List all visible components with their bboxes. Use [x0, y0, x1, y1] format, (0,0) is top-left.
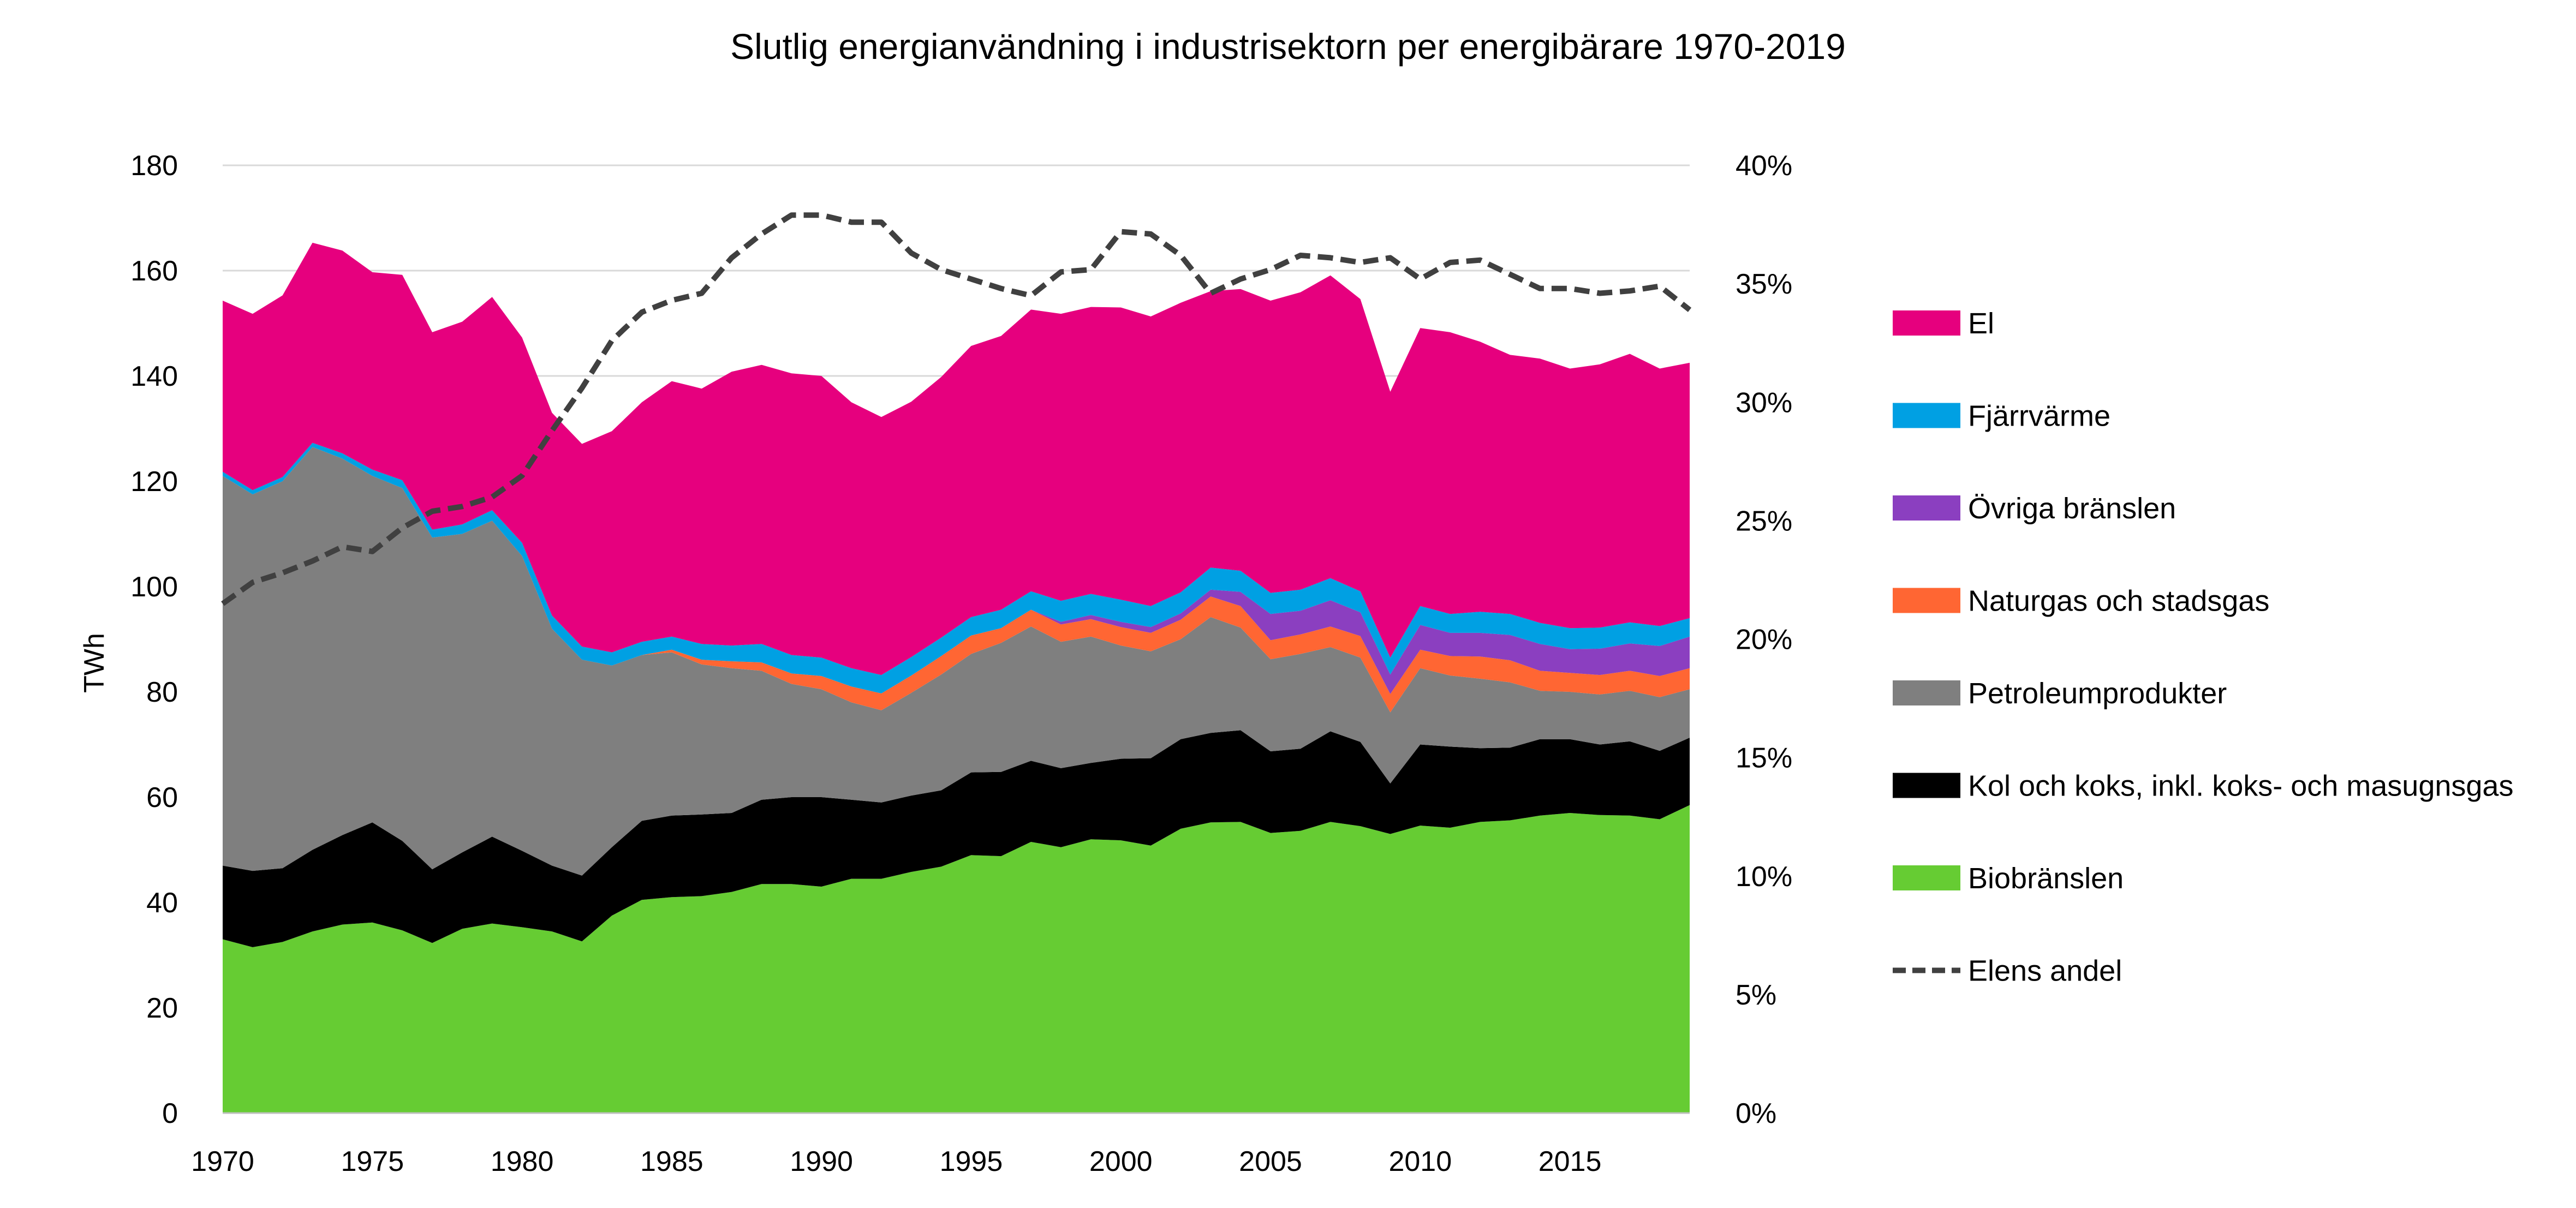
y-tick-label: 160 — [130, 255, 178, 287]
line-layer — [221, 212, 1692, 606]
legend-item: Naturgas och stadsgas — [1893, 585, 2269, 618]
legend-label: Petroleumprodukter — [1968, 677, 2227, 710]
y2-tick-label: 35% — [1736, 268, 1792, 300]
y-tick-label: 20 — [146, 992, 178, 1024]
y2-tick-label: 20% — [1736, 624, 1792, 656]
x-tick-label: 2000 — [1089, 1146, 1153, 1177]
y-tick-label: 100 — [130, 571, 178, 603]
x-tick-label: 1975 — [341, 1146, 404, 1177]
legend-item: Kol och koks, inkl. koks- och masugnsgas — [1893, 770, 2513, 803]
legend-item: Övriga bränslen — [1893, 492, 2176, 525]
x-tick-label: 1990 — [790, 1146, 853, 1177]
y2-tick-label: 10% — [1736, 861, 1792, 893]
y-tick-label: 180 — [130, 150, 178, 182]
y-tick-label: 140 — [130, 361, 178, 392]
area-fjarrvarme — [223, 442, 1690, 693]
legend-label: Övriga bränslen — [1968, 492, 2176, 525]
area-el — [223, 242, 1690, 675]
y2-tick-label: 15% — [1736, 743, 1792, 774]
legend-label: Biobränslen — [1968, 862, 2124, 895]
x-tick-label: 1970 — [191, 1146, 254, 1177]
x-tick-label: 1995 — [940, 1146, 1003, 1177]
y-tick-label: 40 — [146, 887, 178, 919]
x-tick-label: 2015 — [1539, 1146, 1602, 1177]
area-biobranslen — [223, 805, 1690, 1113]
axis-layer: 0 20 40 60 80 100 120 140 160 180 0% 5% 10% 15% 20% 25%… — [130, 150, 1792, 1177]
legend-swatch — [1893, 680, 1960, 705]
y-tick-label: 120 — [130, 466, 178, 498]
chart-title: Slutlig energianvändning i industrisekto… — [730, 26, 1846, 67]
legend-label: Fjärrvärme — [1968, 400, 2110, 433]
area-ovriga-branslen — [223, 447, 1690, 694]
x-tick-label: 1980 — [491, 1146, 554, 1177]
y-axis-label: TWh — [79, 633, 110, 693]
y-tick-label: 60 — [146, 782, 178, 814]
y-tick-label: 80 — [146, 677, 178, 708]
legend-swatch — [1893, 865, 1960, 890]
x-tick-label: 1985 — [640, 1146, 703, 1177]
line-elens-andel — [221, 212, 1692, 606]
area-petroleumprodukter — [223, 447, 1690, 876]
legend-item: Elens andel — [1893, 955, 2122, 988]
y2-tick-label: 5% — [1736, 979, 1776, 1011]
y2-tick-label: 0% — [1736, 1098, 1776, 1129]
legend: El Fjärrvärme Övriga bränslen Naturgas och … — [1893, 307, 2513, 988]
legend-swatch — [1893, 403, 1960, 428]
area-naturgas-och-stadsgas — [223, 447, 1690, 713]
area-kol-och-koks-inkl-koks-och-masugnsgas — [223, 730, 1690, 947]
y2-tick-label: 40% — [1736, 150, 1792, 182]
legend-item: Petroleumprodukter — [1893, 677, 2227, 710]
legend-item: Fjärrvärme — [1893, 400, 2110, 433]
legend-swatch — [1893, 773, 1960, 798]
legend-item: El — [1893, 307, 1994, 340]
legend-label: Naturgas och stadsgas — [1968, 585, 2269, 618]
legend-label: Kol och koks, inkl. koks- och masugnsgas — [1968, 770, 2513, 803]
legend-swatch — [1893, 495, 1960, 521]
y2-tick-label: 25% — [1736, 505, 1792, 537]
legend-label: El — [1968, 307, 1994, 340]
legend-swatch — [1893, 588, 1960, 613]
legend-swatch — [1893, 310, 1960, 336]
x-tick-label: 2010 — [1388, 1146, 1452, 1177]
y-tick-label: 0 — [162, 1098, 178, 1129]
legend-label: Elens andel — [1968, 955, 2122, 988]
area-layer — [223, 242, 1690, 1113]
y2-tick-label: 30% — [1736, 387, 1792, 418]
x-tick-label: 2005 — [1239, 1146, 1302, 1177]
legend-item: Biobränslen — [1893, 862, 2124, 895]
